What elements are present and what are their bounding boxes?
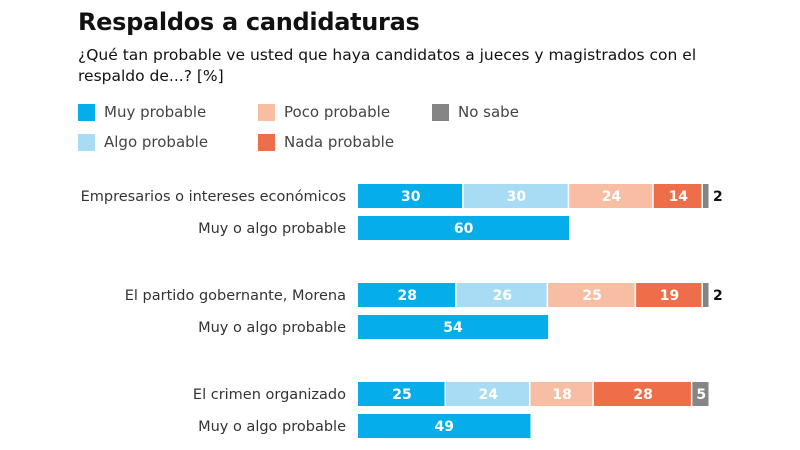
bar-segment-poco-probable [569,184,653,208]
data-label: 49 [434,419,453,435]
bar-combined [358,315,549,339]
legend-item-algo-probable: Algo probable [78,133,208,151]
combined-label: Muy o algo probable [198,419,346,435]
bar-segment-algo-probable [446,382,529,406]
legend-label: Algo probable [104,133,209,151]
bar-segment-algo-probable [456,283,547,307]
data-label: 54 [443,320,463,336]
legend-item-nada-probable: Nada probable [258,133,394,151]
legend-label: Poco probable [284,103,391,121]
data-label: 5 [696,387,706,403]
data-label: 18 [552,387,571,403]
bar-segment-poco-probable [530,382,593,406]
data-label: 2 [713,189,723,205]
data-label: 26 [493,288,512,304]
combined-label: Muy o algo probable [198,320,346,336]
bar-segment-nada-probable [653,184,702,208]
data-label: 14 [669,189,689,205]
bar-segment-poco-probable [548,283,635,307]
bar-segment-muy-probable [358,382,445,406]
legend-label: Muy probable [104,103,207,121]
chart-subtitle: ¿Qué tan probable ve usted que haya cand… [78,46,697,85]
bar-segment-no-sabe [702,184,709,208]
legend-item-muy-probable: Muy probable [78,103,206,121]
data-label: 25 [392,387,411,403]
data-label: 60 [454,221,474,237]
legend-label: No sabe [458,103,519,121]
bar-segment-nada-probable [593,382,691,406]
bar-combined [358,216,570,240]
data-label: 19 [660,288,679,304]
data-label: 30 [507,189,527,205]
bar-segment-nada-probable [636,283,702,307]
bar-segment-no-sabe [692,382,709,406]
legend-swatch [258,103,275,121]
legend-label: Nada probable [284,133,395,151]
category-label: El partido gobernante, Morena [125,288,346,304]
data-label: 25 [582,288,601,304]
bar-segment-muy-probable [358,184,463,208]
legend-item-no-sabe: No sabe [432,103,519,121]
category-label: El crimen organizado [193,387,346,403]
legend-swatch [78,103,95,121]
data-label: 24 [602,189,622,205]
legend-swatch [258,133,275,151]
combined-label: Muy o algo probable [198,221,346,237]
data-label: 28 [398,288,417,304]
data-label: 30 [401,189,421,205]
bar-segment-algo-probable [463,184,568,208]
chart-title: Respaldos a candidaturas [78,8,420,36]
data-label: 2 [713,288,723,304]
category-label: Empresarios o intereses económicos [81,189,346,205]
legend-swatch [432,103,449,121]
bar-segment-muy-probable [358,283,456,307]
legend-swatch [78,133,95,151]
bar-combined [358,414,531,438]
bar-segment-no-sabe [702,283,709,307]
legend-item-poco-probable: Poco probable [258,103,390,121]
data-label: 24 [478,387,498,403]
data-label: 28 [633,387,652,403]
